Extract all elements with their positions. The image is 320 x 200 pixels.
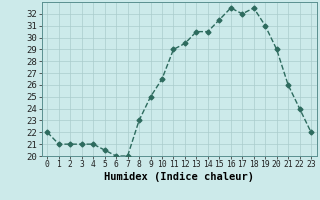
X-axis label: Humidex (Indice chaleur): Humidex (Indice chaleur) <box>104 172 254 182</box>
